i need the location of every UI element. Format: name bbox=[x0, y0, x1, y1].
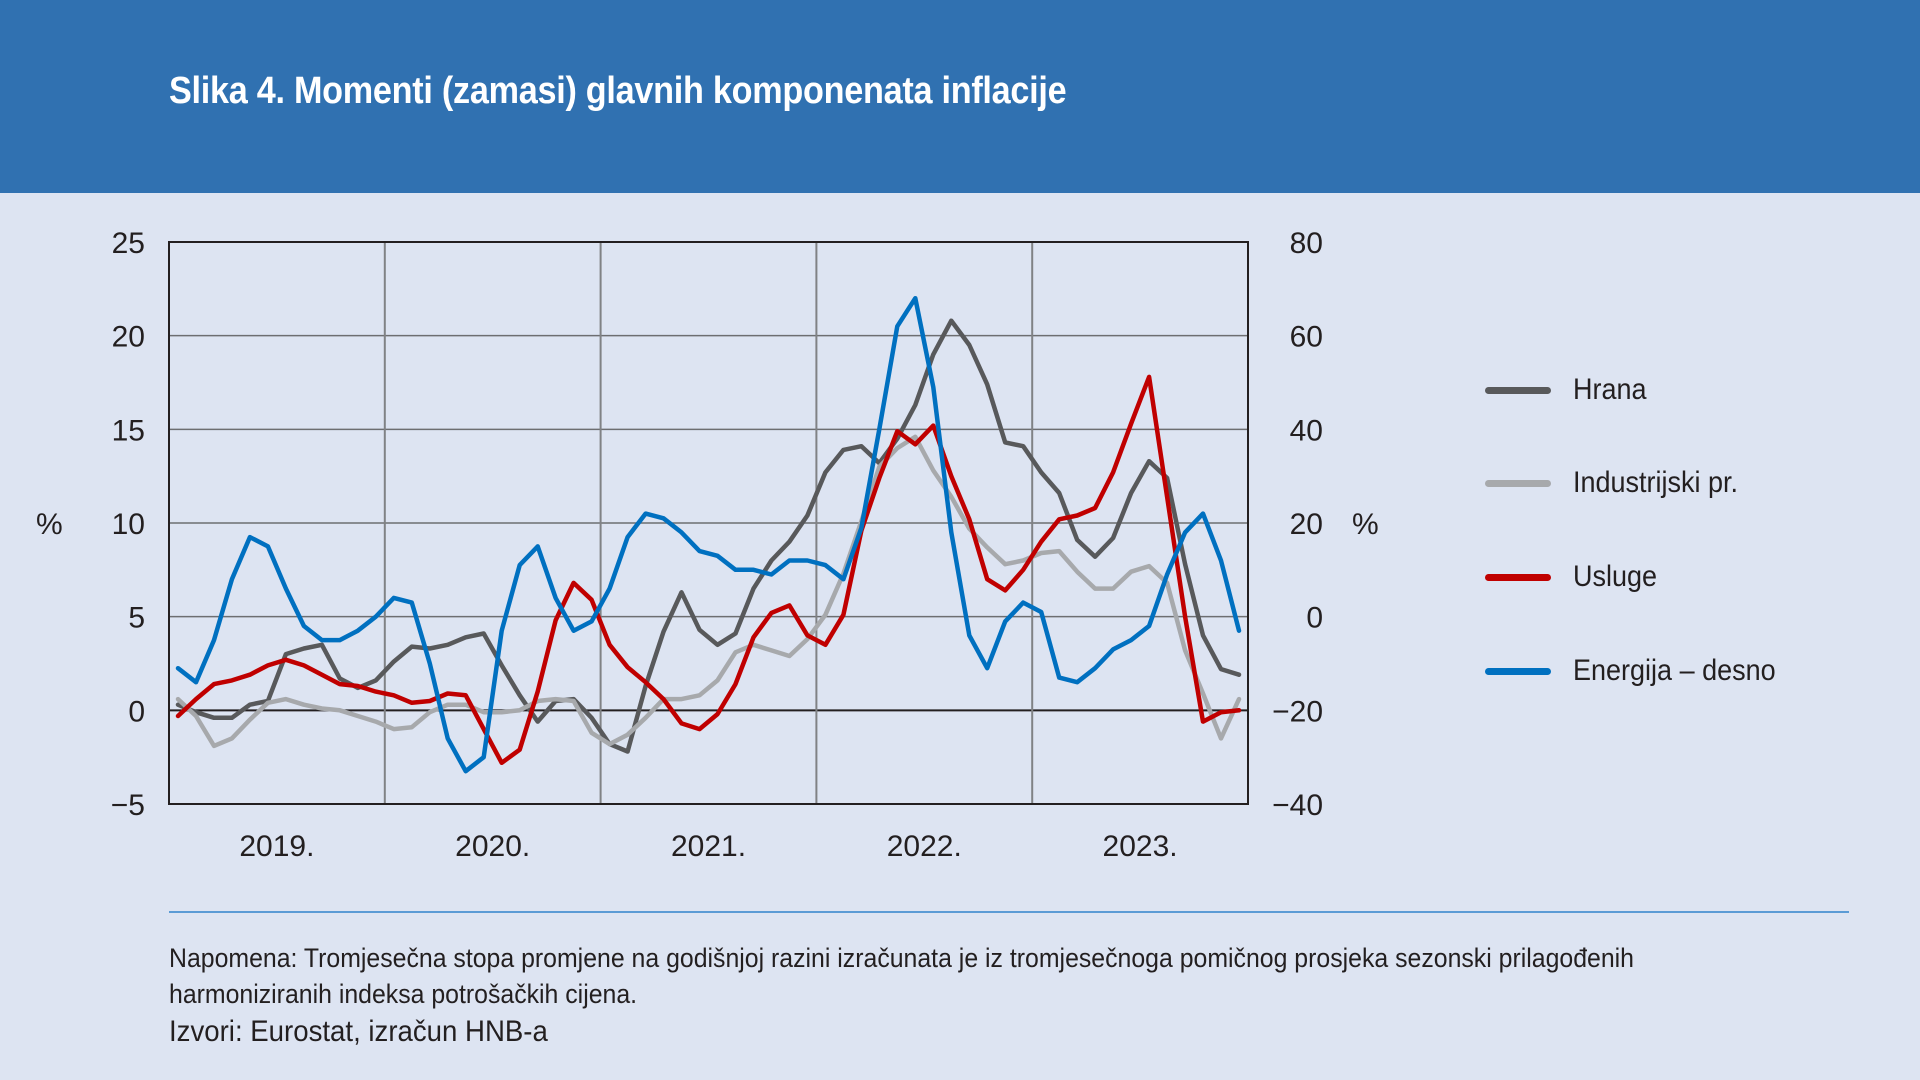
y-axis-left-label: % bbox=[36, 508, 63, 541]
y-tick-label-left: 10 bbox=[112, 508, 145, 541]
legend-item-hrana: Hrana bbox=[1485, 370, 1655, 410]
source-note: Izvori: Eurostat, izračun HNB-a bbox=[169, 1015, 548, 1048]
x-tick-label: 2021. bbox=[671, 830, 746, 863]
x-tick-label: 2020. bbox=[455, 830, 530, 863]
footnote: Napomena: Tromjesečna stopa promjene na … bbox=[169, 943, 1634, 1009]
x-tick-label: 2023. bbox=[1103, 830, 1178, 863]
legend-swatch-usluge bbox=[1485, 573, 1551, 581]
y-tick-label-right: −40 bbox=[1272, 789, 1323, 822]
chart-title: Slika 4. Momenti (zamasi) glavnih kompon… bbox=[169, 70, 1067, 112]
y-tick-label-right: 0 bbox=[1306, 602, 1323, 635]
y-tick-label-right: −20 bbox=[1272, 695, 1323, 728]
legend-label: Energija – desno bbox=[1573, 654, 1776, 687]
legend-swatch-industrijski bbox=[1485, 479, 1551, 487]
series-line-usluge bbox=[175, 374, 1242, 766]
legend-swatch-hrana bbox=[1485, 386, 1551, 394]
legend-item-energija: Energija – desno bbox=[1485, 651, 1798, 691]
y-tick-label-right: 40 bbox=[1290, 414, 1323, 447]
y-tick-label-left: 0 bbox=[128, 695, 145, 728]
y-axis-right-label: % bbox=[1352, 508, 1379, 541]
gridlines bbox=[169, 242, 1248, 804]
x-tick-label: 2022. bbox=[887, 830, 962, 863]
legend-swatch-energija bbox=[1485, 667, 1551, 675]
y-tick-label-left: 20 bbox=[112, 321, 145, 354]
legend-item-industrijski: Industrijski pr. bbox=[1485, 463, 1756, 503]
y-tick-label-left: −5 bbox=[111, 789, 145, 822]
y-tick-label-left: 15 bbox=[112, 414, 145, 447]
plot-frame bbox=[168, 241, 1249, 805]
legend-label: Usluge bbox=[1573, 560, 1658, 593]
y-axis-left: 25 20 15 10 5 0 −5 bbox=[111, 227, 145, 822]
y-tick-label-right: 20 bbox=[1290, 508, 1323, 541]
header-banner: Slika 4. Momenti (zamasi) glavnih kompon… bbox=[0, 0, 1920, 193]
x-tick-label: 2019. bbox=[239, 830, 314, 863]
series-line-energija bbox=[175, 295, 1242, 774]
y-axis-right: 80 60 40 20 0 −20 −40 bbox=[1272, 227, 1323, 822]
y-tick-label-right: 80 bbox=[1290, 227, 1323, 260]
series-line-industrijski bbox=[175, 434, 1242, 749]
x-axis: 2019. 2020. 2021. 2022. 2023. bbox=[239, 830, 1177, 863]
y-tick-label-left: 25 bbox=[112, 227, 145, 260]
series-lines bbox=[175, 295, 1242, 774]
legend-label: Hrana bbox=[1573, 373, 1647, 406]
y-tick-label-left: 5 bbox=[128, 602, 145, 635]
y-tick-label-right: 60 bbox=[1290, 321, 1323, 354]
legend-item-usluge: Usluge bbox=[1485, 557, 1666, 597]
footer-divider bbox=[169, 911, 1849, 913]
legend-label: Industrijski pr. bbox=[1573, 466, 1739, 499]
